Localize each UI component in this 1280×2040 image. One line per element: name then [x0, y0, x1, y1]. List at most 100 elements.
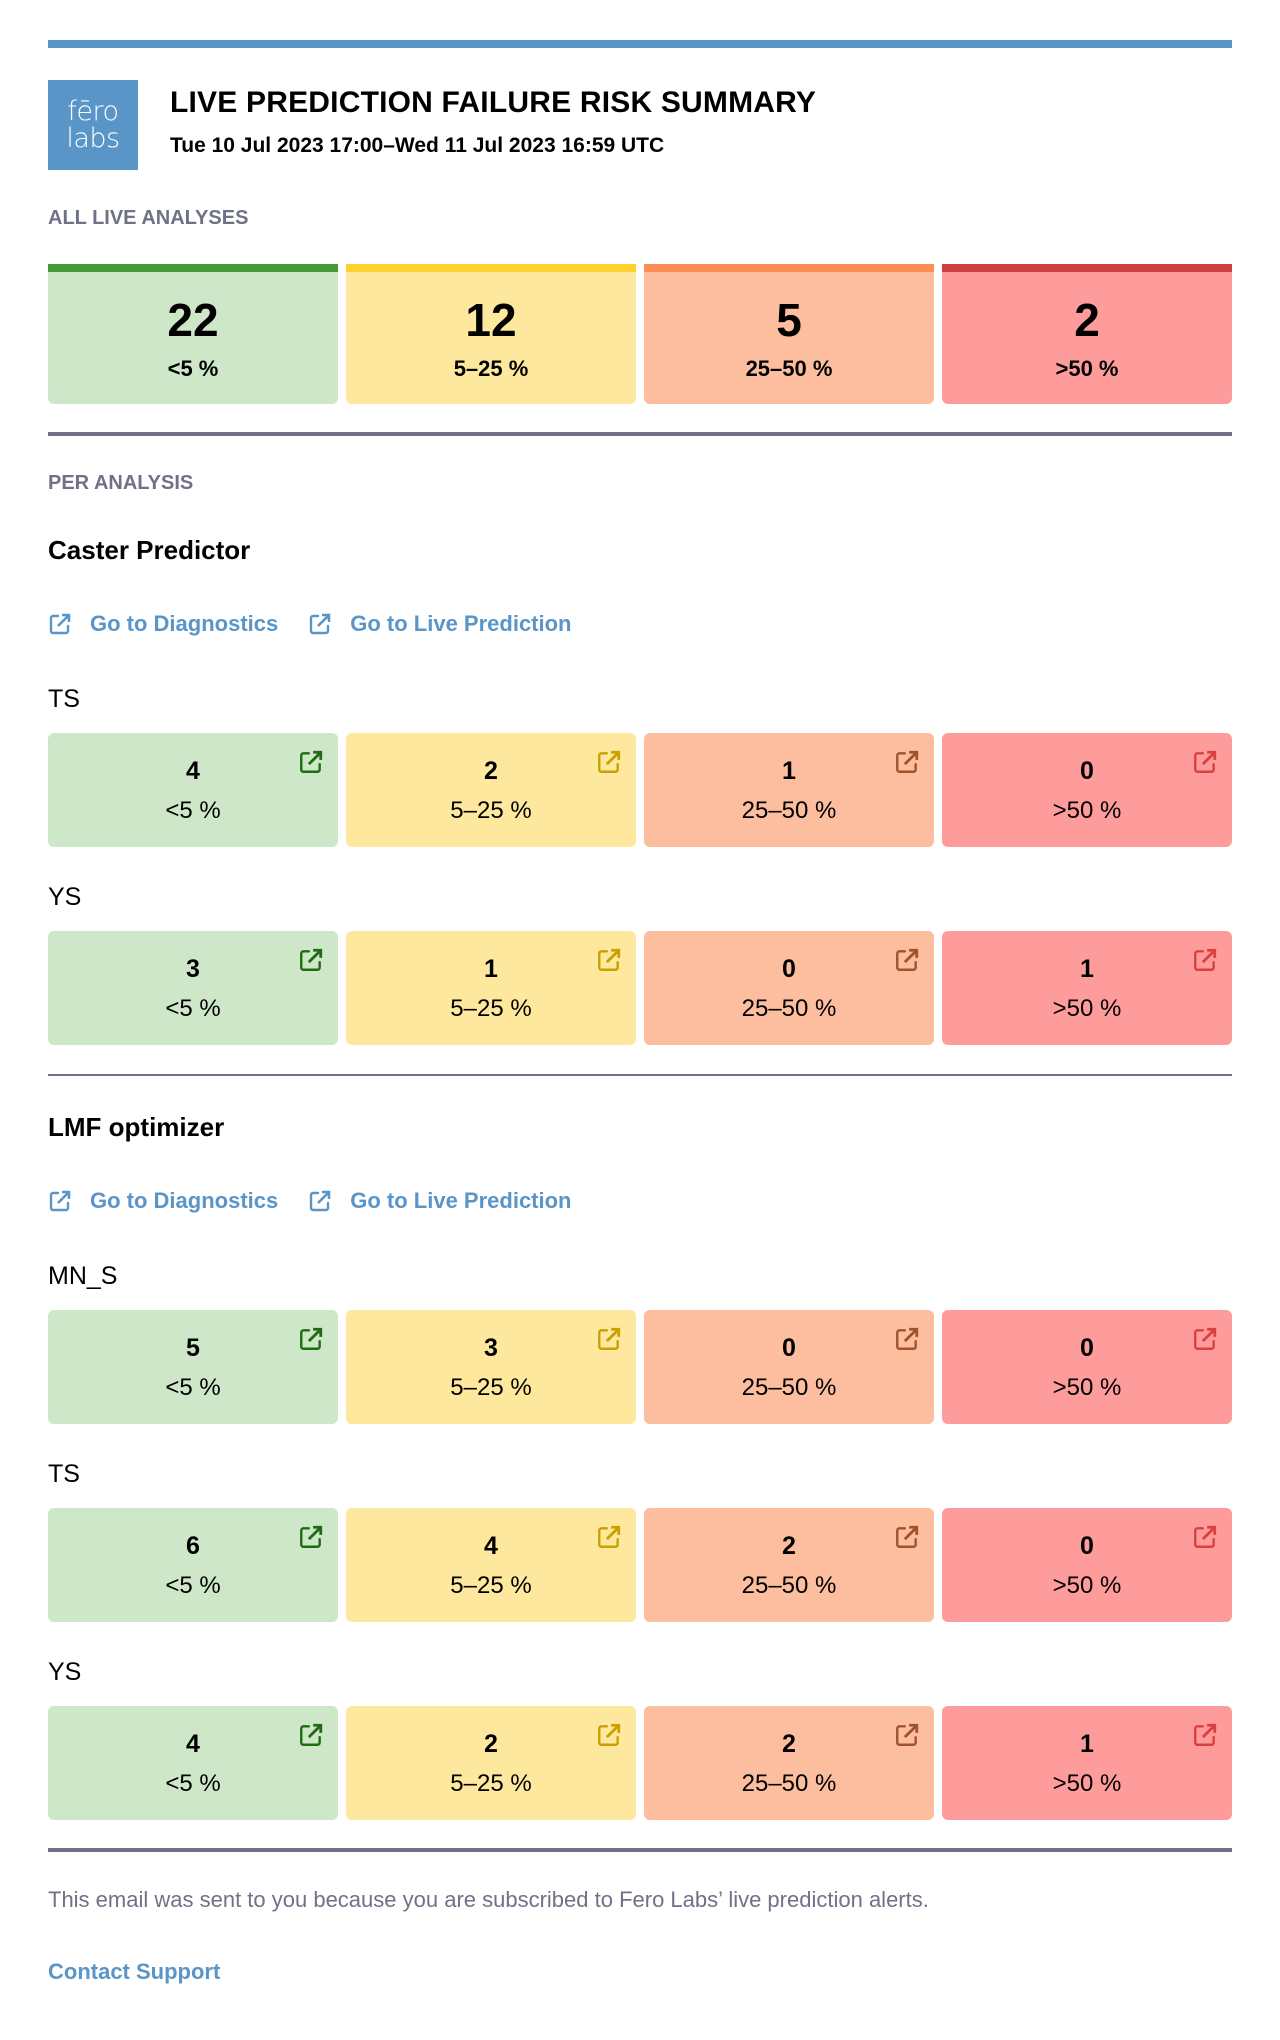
metric-count: 2: [782, 1730, 796, 1758]
metric-range: 5–25 %: [450, 1770, 532, 1797]
metric-range: 5–25 %: [450, 797, 532, 824]
summary-range: 5–25 %: [453, 356, 529, 381]
metric-count: 2: [782, 1532, 796, 1560]
external-link-icon[interactable]: [1192, 749, 1218, 775]
external-link-icon[interactable]: [894, 947, 920, 973]
external-link-icon: [49, 613, 71, 635]
metric-range: 25–50 %: [741, 1572, 837, 1599]
metric-count: 2: [484, 757, 498, 785]
metric-card-high[interactable]: 1 >50 %: [942, 1706, 1232, 1820]
subscription-note: This email was sent to you because you a…: [48, 1887, 929, 1912]
metric-count: 1: [484, 955, 498, 983]
external-link-icon[interactable]: [1192, 1326, 1218, 1352]
external-link-icon[interactable]: [894, 749, 920, 775]
external-link-icon[interactable]: [298, 1722, 324, 1748]
per-analysis-label: PER ANALYSIS: [48, 472, 194, 494]
metric-card-elevated[interactable]: 2 25–50 %: [644, 1508, 934, 1622]
metric-count: 0: [1080, 757, 1094, 785]
summary-count: 5: [776, 294, 802, 346]
summary-count: 2: [1074, 294, 1100, 346]
metric-card-low[interactable]: 4 <5 %: [48, 1706, 338, 1820]
metric-count: 0: [1080, 1334, 1094, 1362]
go-to-live-prediction-link[interactable]: Go to Live Prediction: [308, 1188, 572, 1214]
email-container: fēro labs LIVE PREDICTION FAILURE RISK S…: [48, 40, 1232, 1985]
analysis-links: Go to Diagnostics Go to Live Prediction: [48, 611, 1232, 637]
summary-count: 12: [465, 294, 517, 346]
metric-card-moderate[interactable]: 4 5–25 %: [346, 1508, 636, 1622]
fero-labs-logo: fēro labs: [48, 80, 138, 170]
metric-range: >50 %: [1052, 797, 1122, 824]
analysis-title: Caster Predictor: [48, 535, 251, 565]
metric-count: 4: [484, 1532, 498, 1560]
analysis-divider: [48, 1074, 1232, 1076]
metric-card-elevated[interactable]: 1 25–50 %: [644, 733, 934, 847]
header: fēro labs LIVE PREDICTION FAILURE RISK S…: [48, 80, 1232, 170]
metric-card-elevated[interactable]: 0 25–50 %: [644, 1310, 934, 1424]
summary-card-elevated: 5 25–50 %: [644, 264, 934, 404]
metric-range: 5–25 %: [450, 995, 532, 1022]
metric-count: 3: [186, 955, 200, 983]
summary-card-low: 22 <5 %: [48, 264, 338, 404]
go-to-diagnostics-link[interactable]: Go to Diagnostics: [48, 1188, 278, 1214]
metric-range: <5 %: [165, 1770, 221, 1797]
external-link-icon[interactable]: [596, 947, 622, 973]
summary-range: 25–50 %: [745, 356, 833, 381]
metric-count: 1: [1080, 955, 1094, 983]
metric-count: 1: [1080, 1730, 1094, 1758]
metric-card-moderate[interactable]: 2 5–25 %: [346, 1706, 636, 1820]
metric-row: 4 <5 % 2 5–25 % 2 25–50 % 1 >50 %: [48, 1706, 1232, 1820]
external-link-icon[interactable]: [596, 1722, 622, 1748]
analysis-links: Go to Diagnostics Go to Live Prediction: [48, 1188, 1232, 1214]
link-label: Go to Diagnostics: [90, 1188, 279, 1213]
external-link-icon[interactable]: [596, 749, 622, 775]
external-link-icon[interactable]: [298, 947, 324, 973]
metric-card-elevated[interactable]: 0 25–50 %: [644, 931, 934, 1045]
metric-range: <5 %: [165, 1374, 221, 1401]
summary-cards: 22 <5 % 12 5–25 % 5 25–50 % 2 >50 %: [48, 264, 1232, 404]
external-link-icon[interactable]: [596, 1326, 622, 1352]
metric-card-high[interactable]: 0 >50 %: [942, 1310, 1232, 1424]
external-link-icon[interactable]: [298, 749, 324, 775]
external-link-icon[interactable]: [894, 1326, 920, 1352]
external-link-icon: [49, 1190, 71, 1212]
go-to-diagnostics-link[interactable]: Go to Diagnostics: [48, 611, 278, 637]
analysis-caster-predictor: Caster Predictor Go to Diagnostics Go to…: [48, 535, 1232, 1045]
row-label: TS: [48, 685, 80, 713]
summary-count: 22: [167, 294, 219, 346]
analysis-title: LMF optimizer: [48, 1112, 225, 1142]
metric-card-high[interactable]: 0 >50 %: [942, 1508, 1232, 1622]
external-link-icon[interactable]: [894, 1722, 920, 1748]
metric-card-low[interactable]: 3 <5 %: [48, 931, 338, 1045]
logo-line-1: fēro: [67, 96, 119, 127]
metric-row: 3 <5 % 1 5–25 % 0 25–50 % 1 >50 %: [48, 931, 1232, 1045]
link-label: Go to Live Prediction: [350, 611, 572, 636]
metric-range: 5–25 %: [450, 1374, 532, 1401]
metric-count: 4: [186, 1730, 200, 1758]
metric-card-moderate[interactable]: 2 5–25 %: [346, 733, 636, 847]
external-link-icon[interactable]: [596, 1524, 622, 1550]
external-link-icon[interactable]: [1192, 1722, 1218, 1748]
metric-count: 0: [1080, 1532, 1094, 1560]
metric-card-moderate[interactable]: 3 5–25 %: [346, 1310, 636, 1424]
metric-card-low[interactable]: 5 <5 %: [48, 1310, 338, 1424]
go-to-live-prediction-link[interactable]: Go to Live Prediction: [308, 611, 572, 637]
external-link-icon[interactable]: [894, 1524, 920, 1550]
metric-range: >50 %: [1052, 1770, 1122, 1797]
metric-range: 5–25 %: [450, 1572, 532, 1599]
external-link-icon[interactable]: [1192, 947, 1218, 973]
metric-card-elevated[interactable]: 2 25–50 %: [644, 1706, 934, 1820]
summary-range: <5 %: [167, 356, 219, 381]
metric-card-high[interactable]: 0 >50 %: [942, 733, 1232, 847]
external-link-icon[interactable]: [298, 1524, 324, 1550]
external-link-icon[interactable]: [298, 1326, 324, 1352]
metric-card-low[interactable]: 4 <5 %: [48, 733, 338, 847]
external-link-icon[interactable]: [1192, 1524, 1218, 1550]
metric-card-low[interactable]: 6 <5 %: [48, 1508, 338, 1622]
external-link-icon: [310, 1190, 331, 1212]
metric-range: >50 %: [1052, 1572, 1122, 1599]
metric-card-high[interactable]: 1 >50 %: [942, 931, 1232, 1045]
contact-support-link[interactable]: Contact Support: [48, 1959, 221, 1984]
metric-range: 25–50 %: [741, 797, 837, 824]
metric-count: 4: [186, 757, 200, 785]
metric-card-moderate[interactable]: 1 5–25 %: [346, 931, 636, 1045]
